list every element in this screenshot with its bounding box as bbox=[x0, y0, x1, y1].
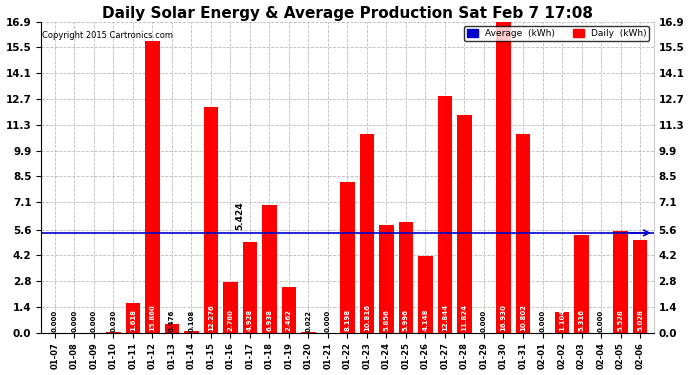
Text: 1.618: 1.618 bbox=[130, 309, 136, 331]
Bar bbox=[613, 231, 628, 333]
Bar bbox=[457, 115, 472, 333]
Text: 0.000: 0.000 bbox=[481, 310, 487, 332]
Title: Daily Solar Energy & Average Production Sat Feb 7 17:08: Daily Solar Energy & Average Production … bbox=[102, 6, 593, 21]
Text: 1.104: 1.104 bbox=[559, 309, 565, 331]
Text: 0.000: 0.000 bbox=[52, 310, 58, 332]
Text: 16.930: 16.930 bbox=[500, 304, 506, 331]
Text: 12.844: 12.844 bbox=[442, 304, 448, 331]
Bar bbox=[340, 182, 355, 333]
Bar bbox=[379, 225, 394, 333]
Text: 5.528: 5.528 bbox=[618, 309, 624, 331]
Bar bbox=[184, 331, 199, 333]
Text: 5.028: 5.028 bbox=[637, 309, 643, 331]
Bar bbox=[204, 107, 218, 333]
Bar bbox=[437, 96, 452, 333]
Bar bbox=[262, 205, 277, 333]
Text: 4.148: 4.148 bbox=[422, 309, 428, 331]
Bar bbox=[145, 41, 159, 333]
Text: 5.424: 5.424 bbox=[236, 201, 245, 230]
Text: 5.316: 5.316 bbox=[578, 309, 584, 331]
Text: 2.462: 2.462 bbox=[286, 309, 292, 331]
Text: 10.802: 10.802 bbox=[520, 304, 526, 331]
Text: 0.000: 0.000 bbox=[540, 310, 546, 332]
Bar bbox=[164, 324, 179, 333]
Text: 8.198: 8.198 bbox=[344, 309, 351, 331]
Text: 0.030: 0.030 bbox=[110, 310, 117, 332]
Text: 0.108: 0.108 bbox=[188, 310, 195, 332]
Text: 15.860: 15.860 bbox=[149, 304, 155, 331]
Bar bbox=[301, 332, 316, 333]
Bar bbox=[633, 240, 647, 333]
Bar bbox=[515, 134, 531, 333]
Bar bbox=[243, 242, 257, 333]
Text: 5.996: 5.996 bbox=[403, 309, 409, 331]
Text: 5.856: 5.856 bbox=[384, 309, 389, 331]
Bar bbox=[282, 287, 296, 333]
Bar bbox=[418, 256, 433, 333]
Legend: Average  (kWh), Daily  (kWh): Average (kWh), Daily (kWh) bbox=[464, 26, 649, 40]
Bar bbox=[106, 332, 121, 333]
Text: 0.022: 0.022 bbox=[306, 310, 311, 332]
Bar bbox=[126, 303, 140, 333]
Bar bbox=[223, 282, 237, 333]
Bar bbox=[496, 21, 511, 333]
Text: 0.000: 0.000 bbox=[91, 310, 97, 332]
Bar bbox=[359, 134, 374, 333]
Text: 12.276: 12.276 bbox=[208, 304, 214, 331]
Text: 11.824: 11.824 bbox=[462, 304, 468, 331]
Text: Copyright 2015 Cartronics.com: Copyright 2015 Cartronics.com bbox=[42, 31, 173, 40]
Text: 10.816: 10.816 bbox=[364, 304, 370, 331]
Text: 0.000: 0.000 bbox=[598, 310, 604, 332]
Text: 6.938: 6.938 bbox=[266, 309, 273, 331]
Text: 0.476: 0.476 bbox=[169, 310, 175, 332]
Text: 4.928: 4.928 bbox=[247, 309, 253, 331]
Text: 0.000: 0.000 bbox=[325, 310, 331, 332]
Bar bbox=[399, 222, 413, 333]
Text: 2.760: 2.760 bbox=[228, 309, 233, 331]
Bar bbox=[574, 235, 589, 333]
Bar bbox=[555, 312, 569, 333]
Text: 0.000: 0.000 bbox=[71, 310, 77, 332]
